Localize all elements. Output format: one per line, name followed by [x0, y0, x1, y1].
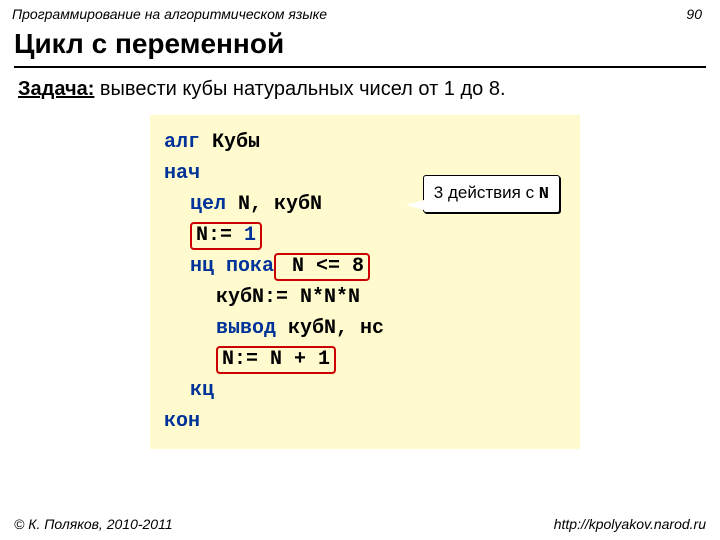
slide-footer: © К. Поляков, 2010-2011 http://kpolyakov… — [0, 516, 720, 532]
code-l8: N:= N + 1 — [164, 344, 566, 375]
slide-title: Цикл с переменной — [0, 24, 720, 66]
header-left: Программирование на алгоритмическом язык… — [12, 6, 327, 22]
callout-box: 3 действия с N — [423, 175, 560, 213]
callout-var: N — [539, 185, 549, 204]
page-number: 90 — [686, 6, 702, 22]
task-label: Задача: — [18, 78, 94, 100]
code-l10: кон — [164, 406, 566, 437]
task-line: Задача: вывести кубы натуральных чисел о… — [0, 78, 720, 115]
callout-text: 3 действия с — [434, 183, 539, 202]
code-block: алг Кубы нач цел N, кубN N:= 1 нц пока N… — [150, 115, 580, 449]
code-l7: вывод кубN, нс — [164, 313, 566, 344]
code-l6: кубN:= N*N*N — [164, 282, 566, 313]
task-text: вывести кубы натуральных чисел от 1 до 8… — [94, 78, 505, 100]
code-l9: кц — [164, 375, 566, 406]
footer-left: © К. Поляков, 2010-2011 — [14, 516, 173, 532]
footer-right: http://kpolyakov.narod.ru — [554, 516, 706, 532]
code-l5: нц пока N <= 8 — [164, 251, 566, 282]
callout-pointer-icon — [404, 196, 424, 210]
title-rule — [14, 66, 706, 68]
code-l4: N:= 1 — [164, 220, 566, 251]
slide-header: Программирование на алгоритмическом язык… — [0, 0, 720, 24]
code-l1: алг Кубы — [164, 127, 566, 158]
